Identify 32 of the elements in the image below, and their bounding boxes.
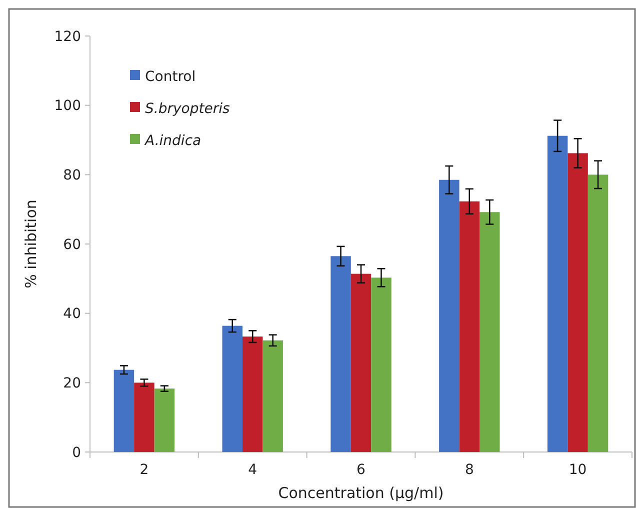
- bar: [547, 136, 568, 452]
- bar: [114, 370, 134, 452]
- bar: [154, 388, 175, 452]
- bar: [459, 201, 480, 452]
- legend-label: S.bryopteris: [145, 100, 230, 117]
- bar: [439, 180, 460, 452]
- bar: [242, 336, 263, 452]
- y-tick-label: 20: [63, 376, 81, 392]
- y-tick-label: 100: [54, 98, 81, 114]
- bar: [568, 153, 588, 452]
- bar: [371, 278, 392, 452]
- bar: [134, 382, 154, 452]
- legend-label: Control: [145, 68, 196, 85]
- y-tick-label: 80: [63, 168, 81, 184]
- x-tick-label: 6: [356, 462, 366, 478]
- y-tick-label: 120: [54, 28, 81, 45]
- y-tick-label: 40: [63, 306, 81, 322]
- y-axis-title: % inhibition: [22, 200, 40, 288]
- x-tick-label: 4: [248, 462, 258, 478]
- x-tick-label: 10: [568, 462, 587, 478]
- bar: [330, 256, 351, 452]
- bar: [350, 274, 372, 452]
- y-tick-label: 60: [63, 236, 81, 253]
- bar: [480, 212, 500, 452]
- x-tick-label: 2: [140, 462, 149, 478]
- x-axis-title: Concentration (µg/ml): [278, 484, 444, 502]
- y-tick-label: 0: [72, 444, 81, 461]
- bar: [588, 174, 608, 452]
- bar: [262, 340, 283, 452]
- legend-label: A.indica: [144, 132, 202, 149]
- x-tick-label: 8: [464, 462, 474, 478]
- bar: [222, 326, 242, 452]
